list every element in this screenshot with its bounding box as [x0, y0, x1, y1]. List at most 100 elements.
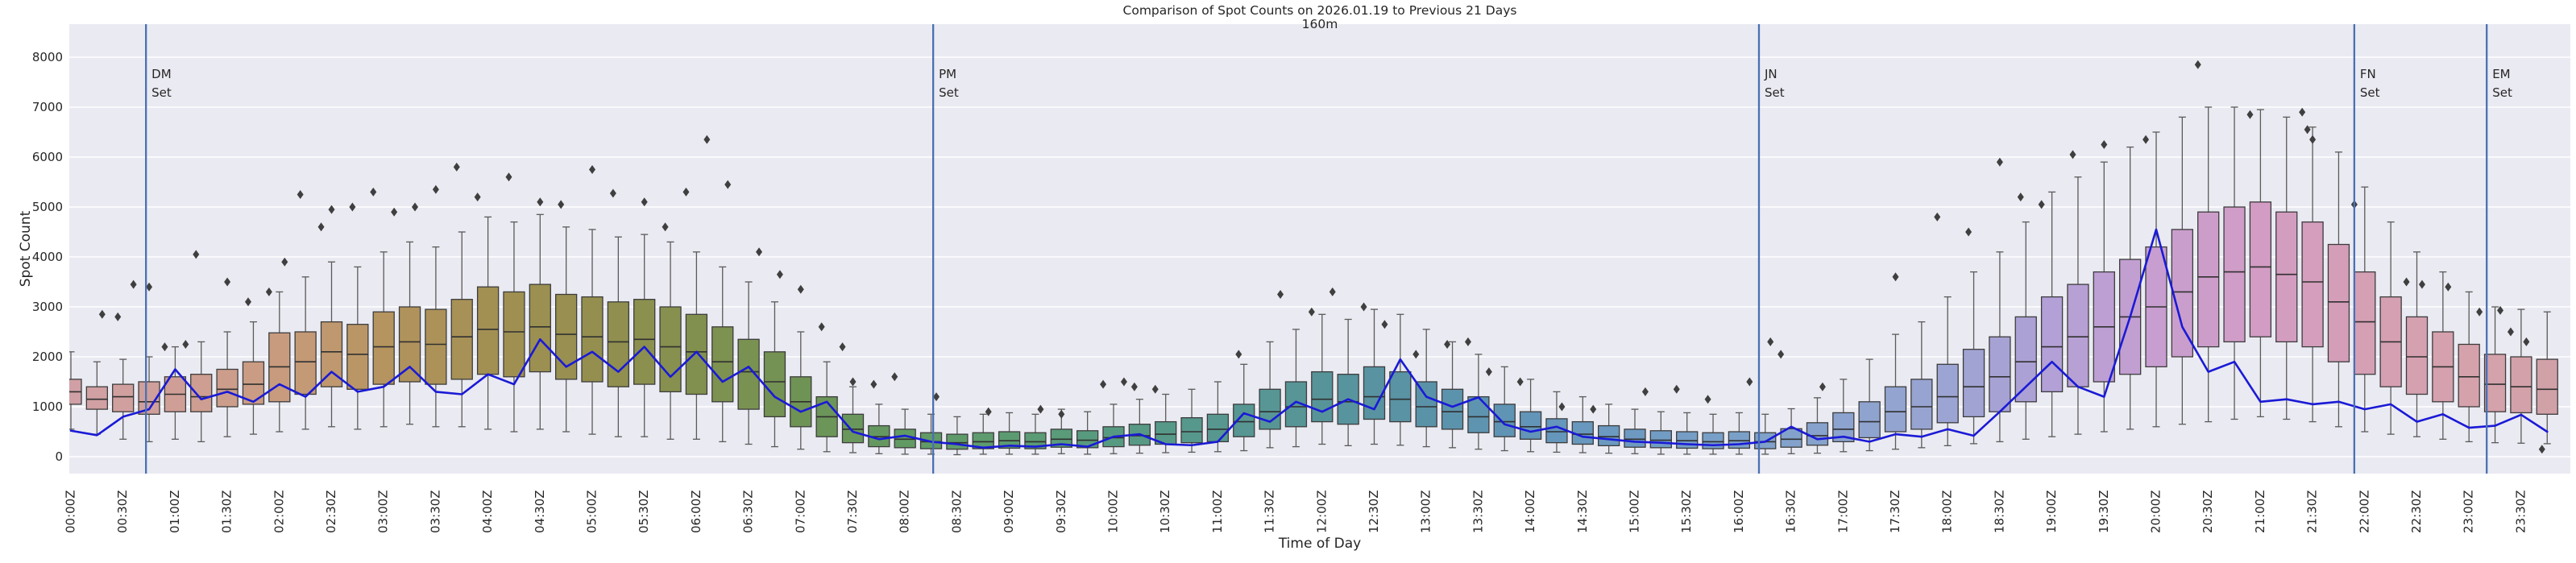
outlier-diamond-icon — [2476, 307, 2483, 317]
box — [763, 351, 786, 418]
outlier-diamond-icon — [2445, 282, 2452, 292]
box — [1806, 422, 1829, 446]
y-tick-label: 2000 — [32, 350, 63, 364]
box — [2223, 206, 2246, 343]
x-tick-label: 13:30Z — [1471, 490, 1485, 533]
box — [2014, 316, 2037, 403]
outlier-diamond-icon — [1704, 395, 1711, 404]
outlier-diamond-icon — [1934, 212, 1941, 221]
x-tick-label: 17:00Z — [1836, 490, 1850, 533]
x-tick-label: 00:30Z — [115, 490, 130, 533]
outlier-diamond-icon — [1485, 367, 1492, 377]
x-tick-label: 09:00Z — [1002, 490, 1016, 533]
x-tick-label: 02:00Z — [272, 490, 286, 533]
outlier-diamond-icon — [2143, 135, 2150, 144]
outlier-diamond-icon — [1558, 402, 1566, 412]
outlier-diamond-icon — [1235, 350, 1242, 359]
box — [1702, 432, 1724, 449]
box — [2405, 316, 2429, 395]
outlier-diamond-icon — [641, 197, 648, 207]
box — [425, 308, 447, 385]
box — [1467, 395, 1490, 433]
x-tick-label: 22:30Z — [2409, 490, 2424, 533]
outlier-diamond-icon — [114, 312, 122, 321]
outlier-diamond-icon — [193, 250, 200, 259]
box — [998, 431, 1021, 449]
outlier-diamond-icon — [2418, 279, 2425, 289]
x-tick-label: 12:30Z — [1367, 490, 1381, 533]
outlier-diamond-icon — [317, 222, 325, 232]
outlier-diamond-icon — [182, 340, 189, 349]
outlier-diamond-icon — [1590, 404, 1597, 414]
box — [450, 299, 473, 380]
box — [633, 299, 656, 385]
outlier-diamond-icon — [2194, 60, 2201, 69]
box — [1493, 404, 1516, 437]
box — [294, 331, 317, 395]
box — [1910, 379, 1933, 430]
outlier-diamond-icon — [1308, 307, 1315, 317]
x-tick-label: 06:00Z — [689, 490, 703, 533]
event-label: JN Set — [1764, 67, 1785, 100]
outlier-diamond-icon — [2304, 125, 2311, 135]
box — [2458, 343, 2480, 408]
outlier-diamond-icon — [818, 322, 825, 332]
box — [216, 368, 239, 408]
outlier-diamond-icon — [2403, 277, 2410, 287]
y-tick-label: 3000 — [32, 300, 63, 314]
x-tick-label: 17:30Z — [1888, 490, 1902, 533]
x-tick-label: 11:30Z — [1263, 490, 1277, 533]
box — [190, 374, 213, 412]
event-label: PM Set — [939, 67, 959, 100]
outlier-diamond-icon — [1673, 384, 1680, 394]
x-tick-label: 09:30Z — [1054, 490, 1068, 533]
box — [1676, 431, 1699, 449]
x-tick-label: 10:00Z — [1106, 490, 1121, 533]
outlier-diamond-icon — [1381, 320, 1388, 329]
outlier-diamond-icon — [2017, 192, 2024, 202]
outlier-diamond-icon — [1746, 377, 1753, 387]
x-tick-label: 06:30Z — [741, 490, 756, 533]
box — [1598, 424, 1620, 447]
x-tick-label: 03:30Z — [428, 490, 442, 533]
outlier-diamond-icon — [1892, 272, 1899, 282]
outlier-diamond-icon — [933, 392, 940, 402]
outlier-diamond-icon — [244, 297, 251, 307]
outlier-diamond-icon — [297, 190, 304, 199]
outlier-diamond-icon — [453, 162, 460, 172]
box — [529, 284, 551, 373]
box — [946, 433, 969, 450]
x-tick-label: 12:00Z — [1314, 490, 1329, 533]
box — [2067, 284, 2089, 387]
outlier-diamond-icon — [1412, 350, 1420, 359]
box — [841, 413, 865, 444]
outlier-diamond-icon — [797, 284, 804, 294]
box — [1858, 401, 1881, 439]
outlier-points — [98, 60, 2545, 454]
box — [398, 306, 421, 383]
outlier-diamond-icon — [1464, 337, 1471, 346]
x-tick-label: 14:00Z — [1523, 490, 1537, 533]
boxplots — [69, 106, 2558, 456]
outlier-diamond-icon — [2538, 445, 2545, 454]
box — [1936, 363, 1959, 424]
box — [476, 286, 500, 375]
y-tick-label: 6000 — [32, 150, 63, 164]
y-tick-label: 1000 — [32, 399, 63, 414]
outlier-diamond-icon — [1641, 387, 1649, 396]
x-tick-label: 20:30Z — [2201, 490, 2215, 533]
outlier-diamond-icon — [1360, 302, 1367, 312]
box — [555, 293, 578, 380]
outlier-diamond-icon — [265, 287, 272, 296]
outlier-diamond-icon — [1516, 377, 1524, 387]
box — [2301, 221, 2324, 348]
outlier-diamond-icon — [589, 165, 595, 174]
outlier-diamond-icon — [2523, 337, 2530, 346]
box — [1780, 428, 1802, 448]
x-tick-label: 02:30Z — [324, 490, 338, 533]
box — [1441, 388, 1464, 430]
x-tick-label: 05:30Z — [637, 490, 651, 533]
outlier-diamond-icon — [1277, 290, 1284, 299]
event-label: EM Set — [2492, 67, 2512, 100]
box — [659, 306, 682, 393]
